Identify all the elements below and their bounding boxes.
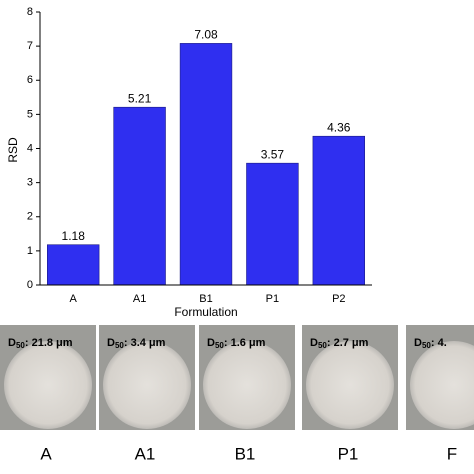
d50-label: D50: 1.6 μm — [207, 337, 266, 350]
bar — [179, 43, 233, 286]
bar — [312, 135, 365, 286]
d50-value: : 21.8 μm — [25, 337, 73, 349]
y-tick-label: 8 — [27, 6, 33, 18]
d50-value: : 4. — [431, 337, 447, 349]
d50-value: : 1.6 μm — [224, 337, 266, 349]
value-label: 3.57 — [261, 147, 285, 161]
powder-disc — [4, 341, 92, 429]
bar — [47, 244, 100, 286]
photo-caption: P1 — [338, 444, 359, 463]
x-tick-label: A1 — [133, 293, 146, 305]
x-tick-label: P2 — [332, 293, 345, 305]
d50-label: D50: 21.8 μm — [8, 337, 73, 350]
y-tick-label: 5 — [27, 108, 33, 120]
d50-label: D50: 3.4 μm — [107, 337, 166, 350]
value-label: 5.21 — [128, 91, 152, 105]
d50-label: D50: 2.7 μm — [310, 337, 369, 350]
d50-subscript: 50 — [318, 341, 327, 350]
powder-disc — [203, 341, 291, 429]
y-tick-label: 1 — [27, 245, 33, 257]
y-axis-label: RSD — [6, 137, 20, 163]
y-tick-label: 7 — [27, 40, 33, 52]
powder-disc — [103, 341, 191, 429]
plot: 0 1 2 3 4 5 6 7 8 1.18 A 5.21 A1 7.08 B1 3.57 P1 4.36 P2 — [27, 6, 372, 305]
d50-value: : 3.4 μm — [124, 337, 166, 349]
photo-caption: F — [447, 444, 457, 463]
photo-caption: A — [40, 444, 52, 463]
y-tick-label: 2 — [27, 211, 33, 223]
value-label: 4.36 — [327, 120, 351, 134]
y-tick-label: 0 — [27, 279, 33, 291]
powder-disc — [410, 341, 474, 429]
x-tick-label: A — [70, 293, 78, 305]
x-tick-label: B1 — [199, 293, 212, 305]
d50-value: : 2.7 μm — [327, 337, 369, 349]
d50-prefix: D — [207, 337, 215, 349]
d50-subscript: 50 — [422, 341, 431, 350]
d50-subscript: 50 — [115, 341, 124, 350]
y-tick-label: 4 — [27, 142, 33, 154]
x-tick-label: P1 — [266, 293, 279, 305]
photo-caption: A1 — [135, 444, 156, 463]
d50-prefix: D — [8, 337, 16, 349]
value-label: 7.08 — [194, 28, 218, 42]
photo-caption: B1 — [235, 444, 256, 463]
d50-label: D50: 4. — [414, 337, 447, 350]
value-label: 1.18 — [62, 229, 86, 243]
d50-subscript: 50 — [215, 341, 224, 350]
d50-prefix: D — [107, 337, 115, 349]
d50-prefix: D — [310, 337, 318, 349]
y-tick-label: 3 — [27, 177, 33, 189]
d50-prefix: D — [414, 337, 422, 349]
bar — [246, 162, 299, 286]
powder-disc — [306, 341, 394, 429]
x-axis-label: Formulation — [174, 305, 237, 319]
bar — [113, 106, 166, 286]
d50-subscript: 50 — [16, 341, 25, 350]
y-tick-label: 6 — [27, 74, 33, 86]
